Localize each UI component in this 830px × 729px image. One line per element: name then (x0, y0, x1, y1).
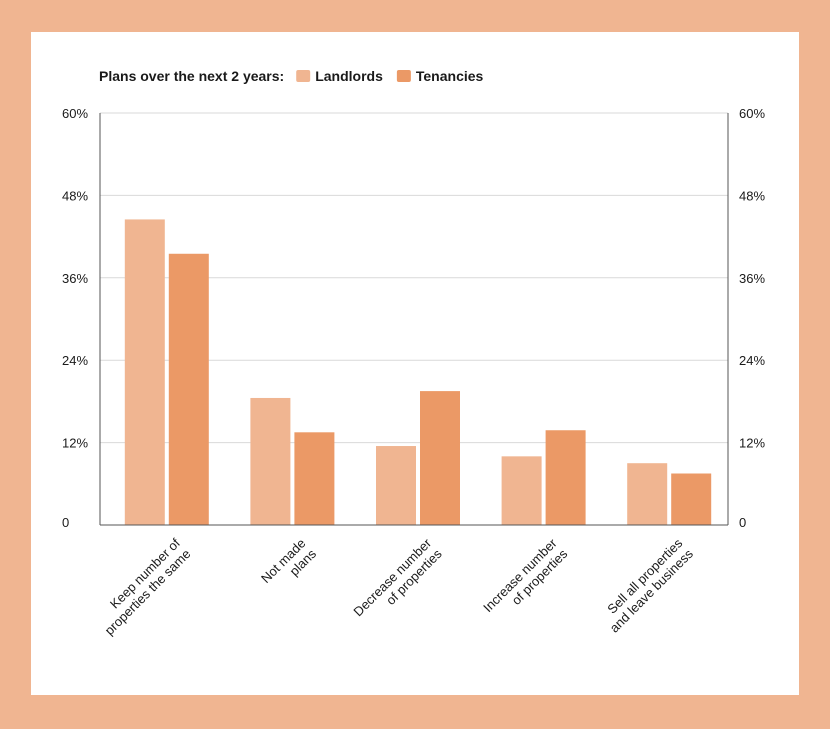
y-tick-left: 60% (62, 106, 88, 121)
legend-swatch-0 (296, 70, 311, 82)
x-axis-labels: Keep number ofproperties the same Not mad… (91, 535, 697, 638)
bar-tenancies-4 (671, 473, 712, 525)
y-tick-right: 12% (739, 436, 765, 451)
y-tick-right: 36% (739, 271, 765, 286)
bars (124, 219, 712, 525)
x-category-label: Sell all propertiesand leave business (596, 535, 696, 635)
y-tick-left: 36% (62, 271, 88, 286)
bar-tenancies-0 (168, 253, 209, 525)
y-axis-ticks: 0 0 12% 12% 24% 24% 36% 36% 48% 48% 60% 60% (62, 106, 765, 530)
bar-landlords-2 (376, 446, 416, 525)
bar-landlords-4 (627, 463, 668, 525)
x-category-label: Decrease numberof properties (350, 535, 445, 630)
legend-label-0: Landlords (315, 68, 383, 84)
bar-tenancies-2 (420, 391, 460, 525)
bar-tenancies-3 (545, 430, 586, 525)
bar-landlords-0 (124, 219, 165, 525)
bar-tenancies-1 (294, 432, 335, 525)
bar-chart: Plans over the next 2 years: Landlords Te… (62, 68, 765, 638)
x-category-label: Keep number ofproperties the same (91, 535, 194, 638)
bar-landlords-3 (501, 456, 542, 525)
y-tick-left: 12% (62, 436, 88, 451)
y-tick-left: 0 (62, 515, 69, 530)
y-tick-right: 48% (739, 188, 765, 203)
legend-swatch-1 (396, 70, 411, 82)
chart-card: Plans over the next 2 years: Landlords Te… (31, 32, 799, 695)
legend: Plans over the next 2 years: Landlords Te… (99, 68, 484, 84)
legend-label-1: Tenancies (416, 68, 484, 84)
x-category-label: Not madeplans (258, 535, 319, 596)
legend-title: Plans over the next 2 years: (99, 68, 284, 84)
bar-landlords-1 (250, 397, 291, 525)
y-tick-left: 48% (62, 188, 88, 203)
y-tick-right: 0 (739, 515, 746, 530)
y-tick-right: 24% (739, 353, 765, 368)
x-category-label: Increase numberof properties (480, 535, 571, 626)
axes (99, 113, 729, 526)
y-tick-right: 60% (739, 106, 765, 121)
y-tick-left: 24% (62, 353, 88, 368)
